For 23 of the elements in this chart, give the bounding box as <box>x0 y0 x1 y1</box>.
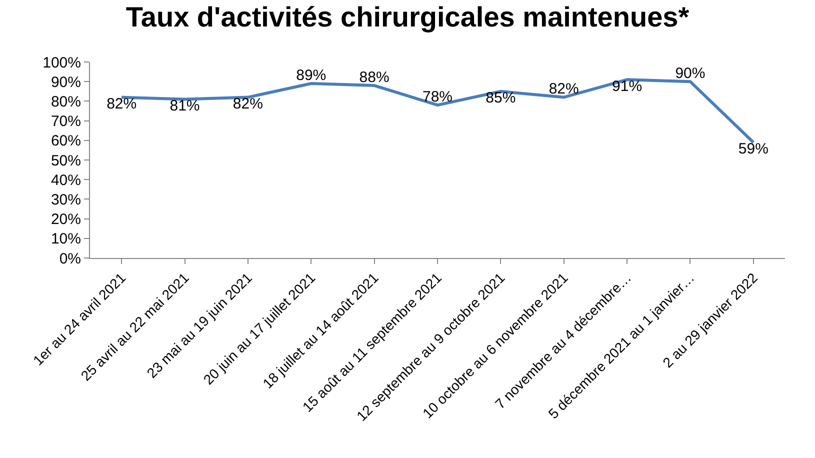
y-tick-label: 10% <box>50 230 81 248</box>
data-label: 89% <box>296 66 326 84</box>
data-label: 82% <box>548 80 579 98</box>
data-label: 90% <box>675 64 706 82</box>
y-tick-label: 90% <box>50 74 81 91</box>
y-tick-label: 50% <box>50 152 81 170</box>
y-tick-label: 40% <box>50 172 81 189</box>
y-tick-label: 30% <box>50 191 81 208</box>
chart-title: Taux d'activités chirurgicales maintenues* <box>126 1 690 32</box>
data-label: 88% <box>359 68 390 86</box>
y-tick-label: 80% <box>50 93 81 110</box>
y-tick-label: 0% <box>59 250 81 268</box>
y-tick-label: 60% <box>50 132 81 150</box>
y-tick-label: 20% <box>50 211 81 228</box>
data-label: 85% <box>486 90 516 107</box>
data-label: 59% <box>738 140 768 158</box>
y-tick-label: 100% <box>42 54 81 72</box>
data-label: 81% <box>170 97 200 114</box>
data-label: 82% <box>106 96 137 113</box>
data-label: 78% <box>422 88 453 106</box>
data-label: 82% <box>232 96 263 113</box>
data-label: 91% <box>612 78 642 95</box>
y-tick-label: 70% <box>50 113 81 130</box>
